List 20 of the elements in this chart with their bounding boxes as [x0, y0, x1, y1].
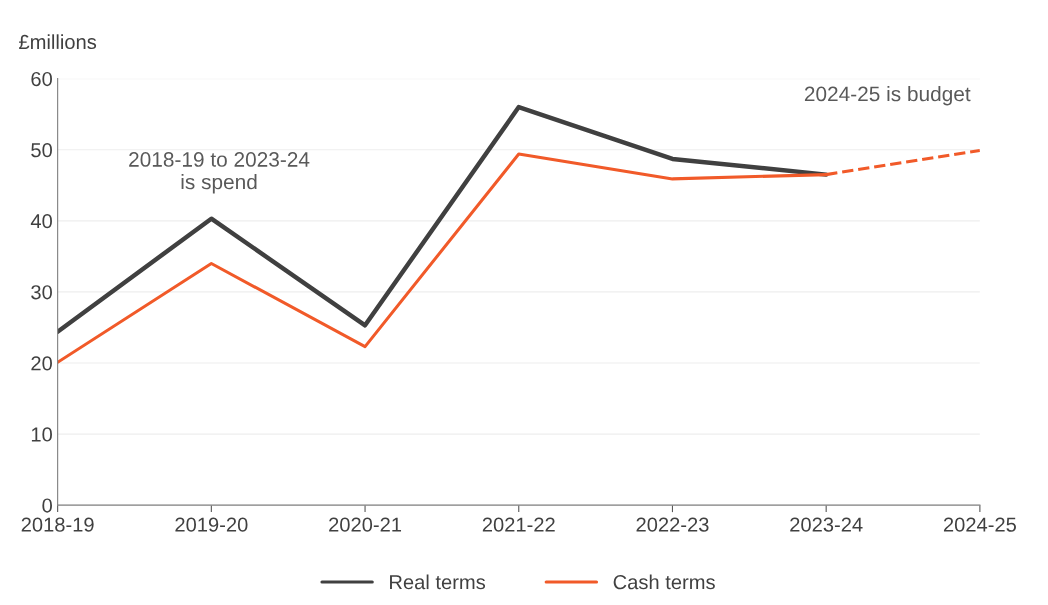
y-axis-title: £millions: [19, 34, 97, 50]
y-tick-label: 30: [31, 285, 52, 300]
legend-label: Real terms: [390, 574, 486, 590]
y-tick-label: 40: [30, 214, 52, 229]
x-tick-label: 2020-21: [329, 517, 402, 532]
x-tick-label: 2024-25: [943, 517, 1016, 532]
y-tick-label: 20: [31, 356, 52, 371]
x-tick-label: 2023-24: [790, 517, 863, 532]
x-tick-label: 2021-22: [482, 517, 555, 532]
y-tick-label: 50: [31, 142, 52, 158]
y-tick-label: 10: [31, 427, 52, 442]
y-tick-label: 0: [42, 498, 52, 513]
line-series: [57, 104, 829, 334]
legend-label: Cash terms: [613, 574, 715, 590]
y-tick-label: 60: [31, 71, 52, 87]
x-tick-label: 2022-23: [636, 517, 709, 532]
annotation: 2024-25 is budget: [804, 86, 971, 106]
annotation: 2018-19 to 2023-24 is spend: [129, 152, 310, 194]
x-tick-label: 2018-19: [21, 517, 94, 532]
x-tick-label: 2019-20: [175, 517, 248, 532]
